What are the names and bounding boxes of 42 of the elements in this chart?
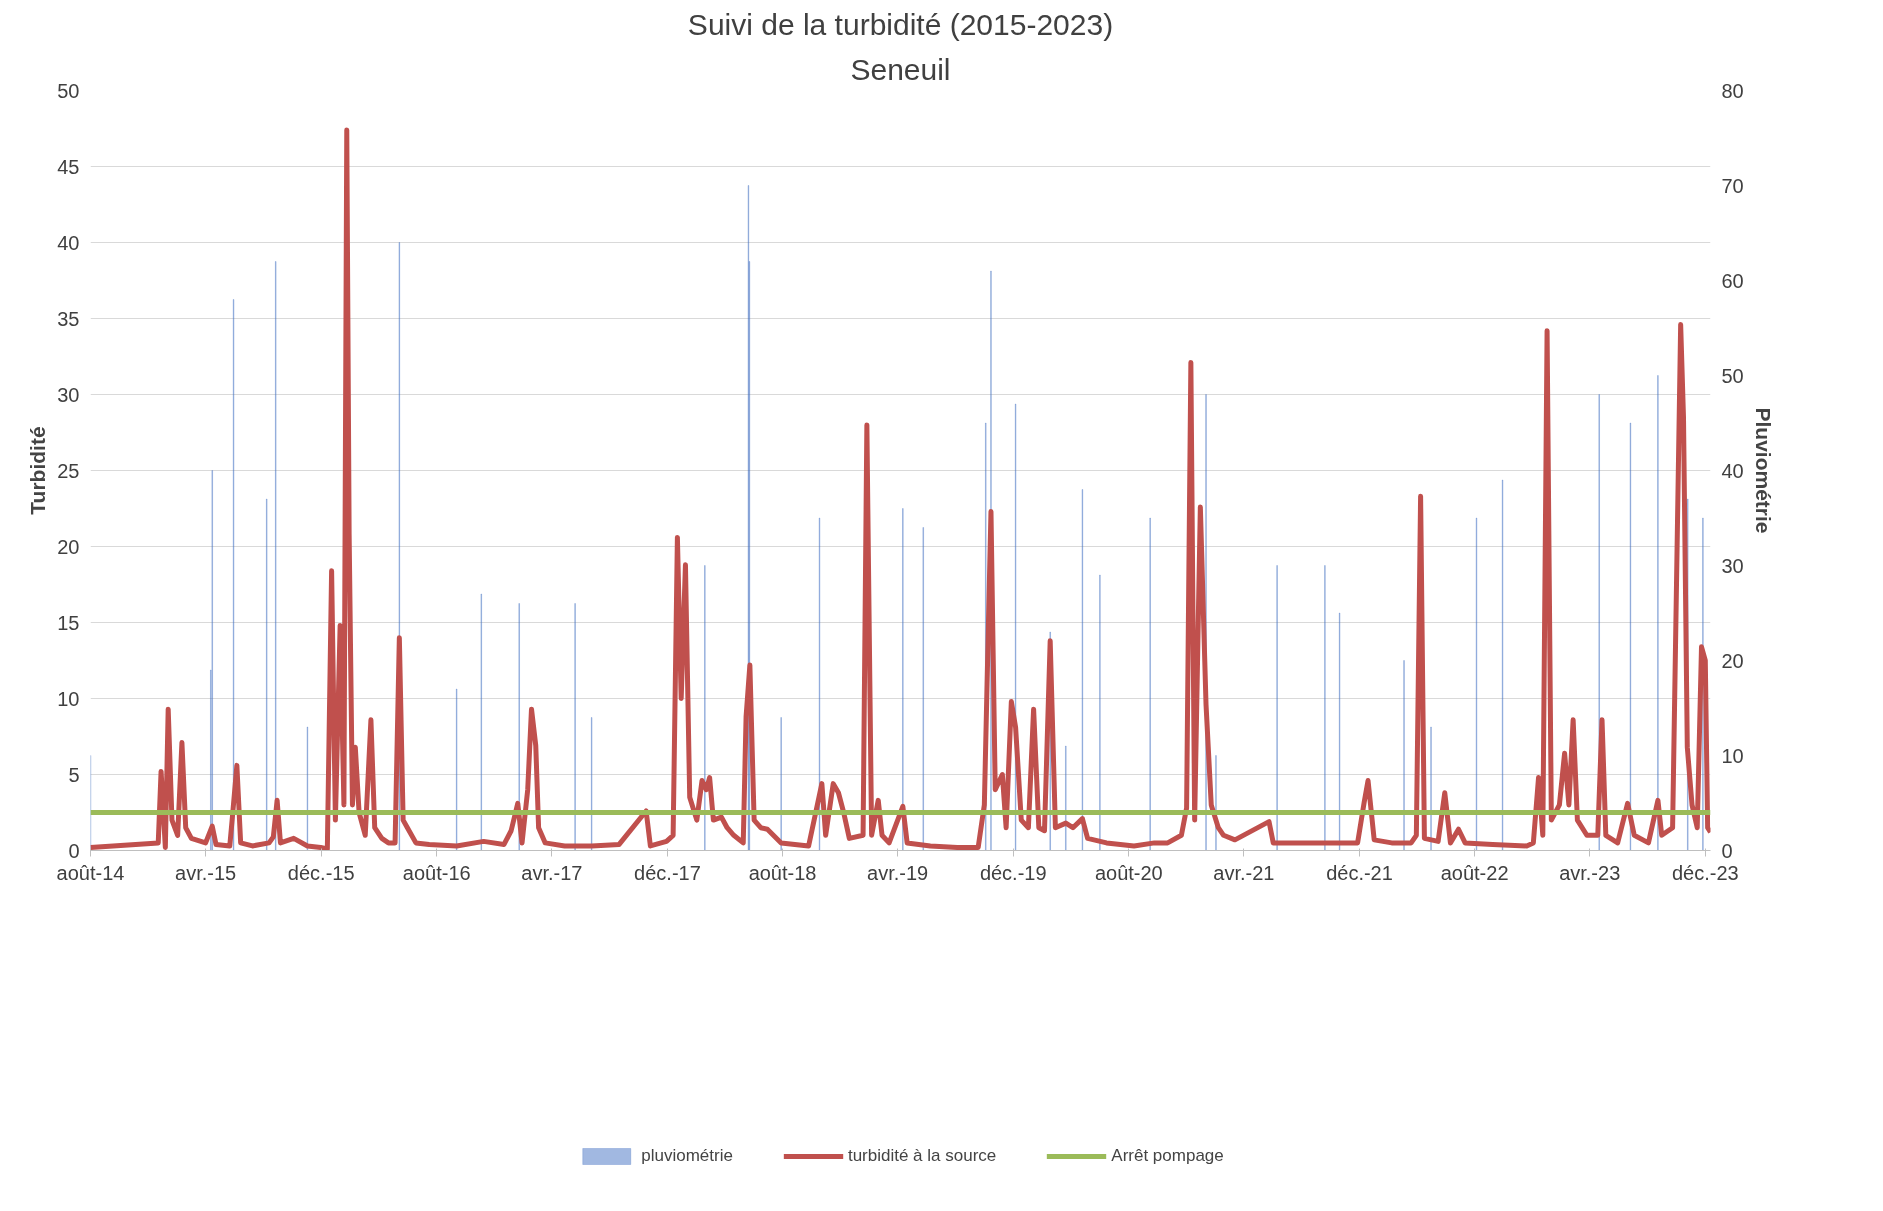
y-tick-label: 40 bbox=[57, 231, 80, 254]
x-tick-label: avr.-19 bbox=[867, 861, 929, 884]
legend-label: Arrêt pompage bbox=[1111, 1146, 1224, 1166]
y-tick-label: 45 bbox=[57, 155, 80, 178]
x-tick-label: août-14 bbox=[56, 861, 125, 884]
y2-tick-label: 40 bbox=[1721, 459, 1744, 482]
chart-subtitle: Seneuil bbox=[850, 52, 951, 86]
x-tick-label: déc.-17 bbox=[634, 861, 701, 884]
x-tick-label: août-16 bbox=[402, 861, 471, 884]
y-tick-label: 0 bbox=[68, 839, 80, 862]
y-tick-label: 20 bbox=[57, 535, 80, 558]
x-tick-label: août-20 bbox=[1094, 861, 1163, 884]
y2-tick-label: 80 bbox=[1721, 79, 1744, 102]
x-tick-label: déc.-15 bbox=[287, 861, 355, 884]
y-axis-title: Turbidité bbox=[26, 426, 50, 515]
x-tick-label: déc.-19 bbox=[979, 861, 1047, 884]
x-tick-label: avr.-21 bbox=[1213, 861, 1275, 884]
y-tick-label: 5 bbox=[68, 763, 80, 786]
y2-tick-label: 60 bbox=[1721, 269, 1744, 292]
x-tick-label: déc.-21 bbox=[1326, 861, 1393, 884]
y-tick-label: 30 bbox=[57, 383, 80, 406]
y2-tick-label: 0 bbox=[1721, 839, 1733, 862]
y-tick-label: 25 bbox=[57, 459, 80, 482]
y-tick-label: 10 bbox=[57, 687, 80, 710]
legend-label: pluviométrie bbox=[641, 1146, 733, 1166]
y2-tick-label: 10 bbox=[1721, 744, 1744, 767]
y-tick-label: 15 bbox=[57, 611, 80, 634]
x-tick-label: août-18 bbox=[748, 861, 817, 884]
y-tick-label: 35 bbox=[57, 307, 80, 330]
y2-tick-label: 50 bbox=[1721, 364, 1744, 387]
y-tick-label: 50 bbox=[57, 79, 80, 102]
y2-tick-label: 70 bbox=[1721, 174, 1744, 197]
x-tick-label: août-22 bbox=[1440, 861, 1509, 884]
y2-tick-label: 30 bbox=[1721, 554, 1744, 577]
x-tick-label: déc.-23 bbox=[1671, 861, 1739, 884]
x-tick-label: avr.-15 bbox=[175, 861, 237, 884]
y2-axis-title: Pluviométrie bbox=[1751, 407, 1775, 534]
x-tick-label: avr.-17 bbox=[521, 861, 583, 884]
chart-title: Suivi de la turbidité (2015-2023) bbox=[687, 7, 1114, 41]
y2-tick-label: 20 bbox=[1721, 649, 1744, 672]
legend-label: turbidité à la source bbox=[847, 1146, 997, 1166]
x-tick-label: avr.-23 bbox=[1559, 861, 1621, 884]
